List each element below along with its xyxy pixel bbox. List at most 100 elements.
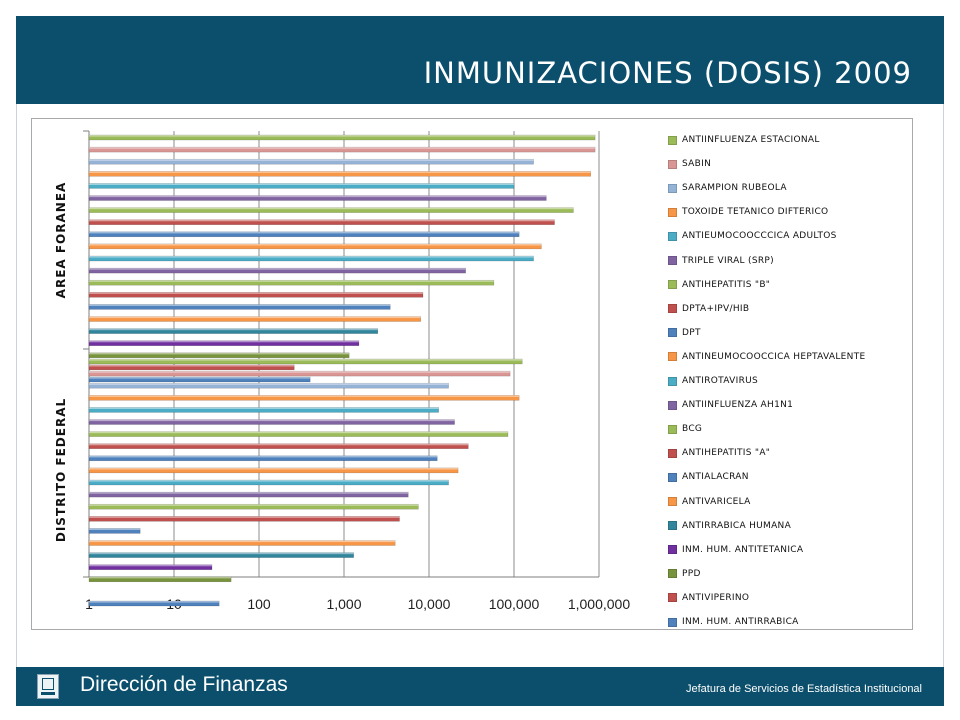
legend-swatch xyxy=(668,521,677,531)
legend-item: ANTIROTAVIRUS xyxy=(668,375,758,387)
category-label: AREA FORANEA xyxy=(54,182,68,299)
legend-item: ANTIVARICELA xyxy=(668,496,751,508)
legend-label: BCG xyxy=(682,424,703,435)
legend-swatch xyxy=(668,545,677,555)
bar-highlight xyxy=(89,316,421,319)
legend-swatch xyxy=(668,472,677,482)
bar-highlight xyxy=(89,443,469,446)
bar xyxy=(88,158,534,165)
x-tick-label: 100 xyxy=(247,596,271,612)
legend-label: ANTIEUMOCOOCCCICA ADULTOS xyxy=(682,231,837,242)
bar-highlight xyxy=(89,383,449,385)
legend-swatch xyxy=(668,183,677,193)
bar xyxy=(88,395,520,401)
legend-label: DPT xyxy=(682,327,701,338)
bar xyxy=(88,376,311,383)
x-tick-label: 1,000 xyxy=(326,596,361,612)
footer-title: Dirección de Finanzas xyxy=(80,673,288,696)
legend-item: INM. HUM. ANTIRRABICA xyxy=(668,616,799,628)
x-tick-label: 100,000 xyxy=(489,596,540,612)
bar-highlight xyxy=(89,419,455,422)
footer-bar: Dirección de Finanzas Jefatura de Servic… xyxy=(16,667,944,706)
bar-highlight xyxy=(89,431,509,434)
bar-highlight xyxy=(89,231,520,234)
bar-highlight xyxy=(89,552,354,555)
title-banner: INMUNIZACIONES (DOSIS) 2009 xyxy=(16,16,944,104)
bar xyxy=(88,540,396,546)
bar-highlight xyxy=(89,455,438,458)
legend-item: TRIPLE VIRAL (SRP) xyxy=(668,255,774,267)
bar-highlight xyxy=(89,492,409,494)
bar xyxy=(88,316,422,322)
bar xyxy=(88,370,511,377)
bar xyxy=(88,243,542,250)
legend-label: DPTA+IPV/HIB xyxy=(682,303,750,314)
bar-highlight xyxy=(89,304,391,306)
legend-swatch xyxy=(668,328,677,338)
legend-swatch xyxy=(668,497,677,506)
bar-highlight xyxy=(89,395,520,397)
bar xyxy=(88,552,354,558)
bar xyxy=(88,255,534,262)
bar xyxy=(88,564,213,570)
bar-highlight xyxy=(89,292,424,294)
legend-swatch xyxy=(668,593,677,603)
bar-highlight xyxy=(89,268,466,270)
bar-highlight xyxy=(89,359,523,361)
bar xyxy=(88,340,360,346)
bar xyxy=(88,364,295,371)
slide-title: INMUNIZACIONES (DOSIS) 2009 xyxy=(423,56,912,90)
legend-swatch xyxy=(668,352,677,362)
legend-label: ANTIINFLUENZA AH1N1 xyxy=(682,400,794,411)
legend-label: ANTIINFLUENZA ESTACIONAL xyxy=(682,135,820,145)
legend-swatch xyxy=(668,617,677,627)
legend-item: INM. HUM. ANTITETANICA xyxy=(668,544,803,556)
legend-label: ANTIHEPATITIS "B" xyxy=(682,279,771,290)
legend-item: DPT xyxy=(668,327,701,339)
legend-swatch xyxy=(668,448,677,458)
legend-swatch xyxy=(668,569,677,579)
bar xyxy=(88,134,596,141)
legend-item: ANTIALACRAN xyxy=(668,471,749,483)
bar-highlight xyxy=(89,328,378,331)
bar-highlight xyxy=(89,528,141,530)
bar xyxy=(88,443,469,449)
bar-highlight xyxy=(89,364,295,367)
bar xyxy=(88,479,449,486)
legend-item: SABIN xyxy=(668,158,711,170)
legend-item: ANTIINFLUENZA ESTACIONAL xyxy=(668,134,820,146)
bar xyxy=(88,576,232,583)
legend-label: SARAMPION RUBEOLA xyxy=(682,183,787,194)
legend-label: INM. HUM. ANTITETANICA xyxy=(682,544,804,555)
bar xyxy=(88,146,596,153)
bar xyxy=(88,183,515,189)
legend-item: ANTIVIPERINO xyxy=(668,592,749,604)
bar xyxy=(88,455,438,462)
bar xyxy=(88,279,495,286)
legend-label: SABIN xyxy=(682,159,712,170)
x-tick-label: 1,000,000 xyxy=(568,596,630,612)
bar-highlight xyxy=(89,171,591,173)
bar xyxy=(88,358,523,365)
legend-label: ANTIVARICELA xyxy=(682,496,751,507)
legend-label: ANTIHEPATITIS "A" xyxy=(682,448,771,459)
bar xyxy=(88,467,459,474)
bar xyxy=(88,382,449,389)
legend-item: DPTA+IPV/HIB xyxy=(668,303,749,315)
bar xyxy=(88,528,141,534)
legend-swatch xyxy=(668,304,677,314)
legend-item: BCG xyxy=(668,423,702,435)
bar-highlight xyxy=(89,467,459,470)
bar xyxy=(88,431,509,437)
bar-highlight xyxy=(89,147,596,149)
legend-item: ANTIHEPATITIS "A" xyxy=(668,447,770,459)
bar-highlight xyxy=(89,516,400,518)
bar xyxy=(88,267,466,274)
bar-highlight xyxy=(89,159,534,161)
bar xyxy=(88,503,419,510)
legend-item: ANTIRRABICA HUMANA xyxy=(668,520,791,532)
legend-swatch xyxy=(668,376,677,386)
bar-highlight xyxy=(89,504,419,506)
